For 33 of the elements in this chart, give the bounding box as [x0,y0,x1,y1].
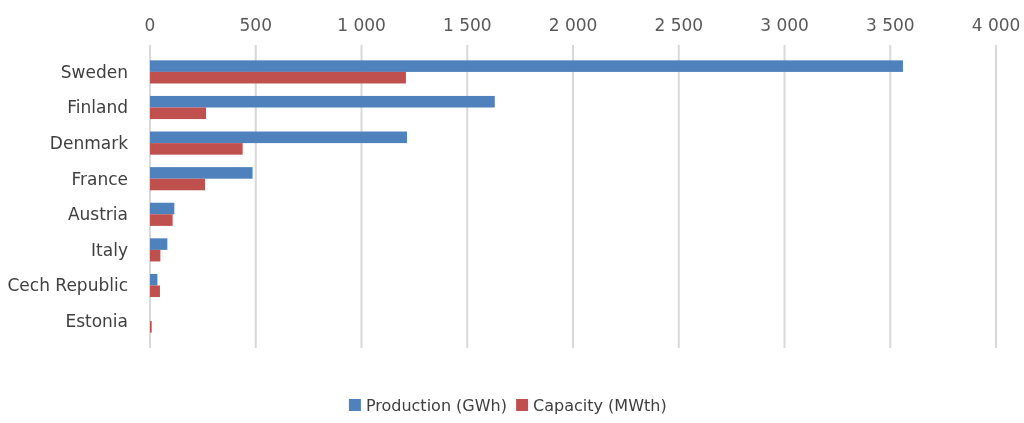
bar [150,214,173,226]
y-tick-label: Finland [67,97,128,118]
bar [150,249,161,262]
bar [150,60,903,72]
bar [150,71,406,84]
bar [150,273,158,286]
bar [150,285,160,298]
y-tick-label: Austria [67,204,128,225]
x-tick-label: 3 000 [760,15,809,35]
y-tick-label: Sweden [60,61,128,82]
bar [150,167,253,179]
bar [150,238,168,250]
bar [150,143,243,155]
x-tick-label: 500 [239,15,272,35]
x-tick-label: 1 000 [337,15,386,35]
y-tick-label: Italy [91,239,128,260]
bar [150,178,205,191]
x-tick-label: 3 500 [865,15,915,35]
y-tick-label: Estonia [65,311,128,332]
y-tick-label: Denmark [49,133,129,154]
bar [150,202,175,215]
x-tick-label: 0 [144,15,156,35]
legend-label: Capacity (MWth) [533,396,667,415]
legend-label: Production (GWh) [365,396,507,415]
y-tick-label: Cech Republic [7,275,128,296]
x-tick-label: 1 500 [442,15,492,35]
x-tick-label: 4 000 [971,15,1021,35]
bar [150,107,207,120]
bar [150,131,407,144]
y-tick-label: France [71,168,128,189]
bar [150,95,495,108]
x-tick-label: 2 000 [548,15,598,35]
x-tick-label: 2 500 [654,15,704,35]
